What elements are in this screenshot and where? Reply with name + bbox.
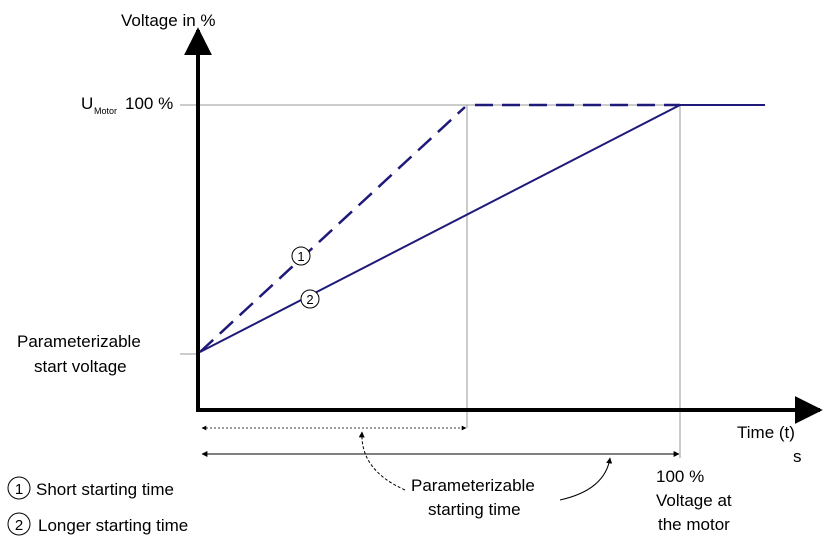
umotor-value: 100 % bbox=[125, 94, 173, 113]
legend-item-short: 1 Short starting time bbox=[7, 476, 174, 500]
motor-voltage-label-line1: 100 % bbox=[656, 467, 704, 486]
long-time-pointer-arrow bbox=[559, 457, 613, 501]
starting-time-label-line1: Parameterizable bbox=[411, 476, 535, 495]
short-time-pointer-arrow bbox=[358, 431, 406, 491]
umotor-label: U Motor 100 % bbox=[81, 94, 173, 116]
x-axis-label-line1: Time (t) bbox=[737, 423, 795, 442]
umotor-subscript: Motor bbox=[94, 106, 117, 116]
legend-text-long: Longer starting time bbox=[38, 516, 188, 535]
umotor-main: U bbox=[81, 94, 93, 113]
motor-voltage-label-line3: the motor bbox=[658, 515, 730, 534]
legend-item-long: 2 Longer starting time bbox=[7, 512, 188, 536]
curve-2-marker-number: 2 bbox=[306, 292, 313, 307]
legend-number-1: 1 bbox=[15, 481, 23, 498]
curve-2-marker: 2 bbox=[300, 289, 320, 309]
curve-1-marker-number: 1 bbox=[297, 249, 304, 264]
y-axis-label: Voltage in % bbox=[121, 11, 216, 30]
start-voltage-label-line1: Parameterizable bbox=[17, 332, 141, 351]
curve-1-marker: 1 bbox=[291, 246, 311, 266]
starting-time-label-line2: starting time bbox=[428, 500, 521, 519]
x-axis-label-line2: s bbox=[793, 447, 802, 466]
legend-number-2: 2 bbox=[15, 517, 23, 534]
legend-text-short: Short starting time bbox=[36, 480, 174, 499]
curve-1-short-start bbox=[199, 106, 466, 353]
curve-2-long-start bbox=[199, 104, 681, 353]
start-voltage-label-line2: start voltage bbox=[34, 357, 127, 376]
motor-voltage-label-line2: Voltage at bbox=[656, 491, 732, 510]
